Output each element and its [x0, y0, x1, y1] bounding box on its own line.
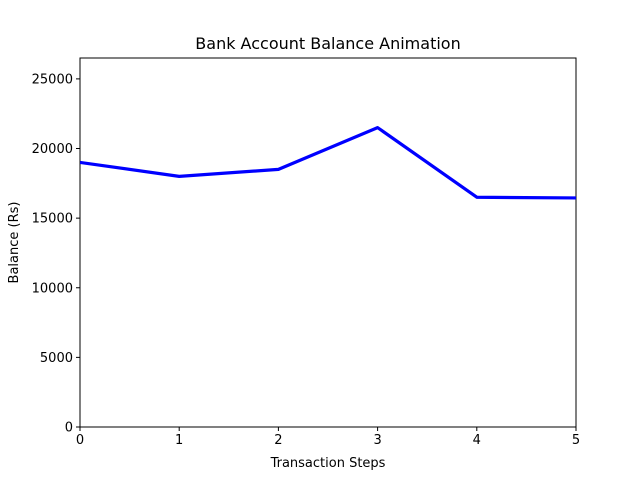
- y-tick-label: 25000: [32, 72, 73, 87]
- x-axis-ticks: 0 1 2 3 4 5: [76, 427, 580, 448]
- y-axis-ticks: 0 5000 10000 15000 20000 25000: [32, 72, 80, 436]
- y-tick-label: 20000: [32, 142, 73, 157]
- series-layer: [80, 126, 576, 200]
- plot-area: [79, 57, 577, 428]
- y-tick-label: 15000: [32, 212, 73, 227]
- x-tick-label: 5: [572, 433, 580, 448]
- series-line-0: [80, 126, 576, 200]
- chart-title: Bank Account Balance Animation: [195, 34, 460, 53]
- y-axis-label: Balance (Rs): [7, 202, 22, 284]
- y-tick-label: 0: [65, 421, 73, 436]
- x-tick-label: 2: [274, 433, 282, 448]
- y-tick-label: 5000: [40, 351, 73, 366]
- x-axis-label: Transaction Steps: [270, 456, 386, 471]
- x-tick-label: 0: [76, 433, 84, 448]
- x-tick-label: 1: [175, 433, 183, 448]
- x-tick-label: 4: [473, 433, 481, 448]
- x-tick-label: 3: [373, 433, 381, 448]
- y-tick-label: 10000: [32, 281, 73, 296]
